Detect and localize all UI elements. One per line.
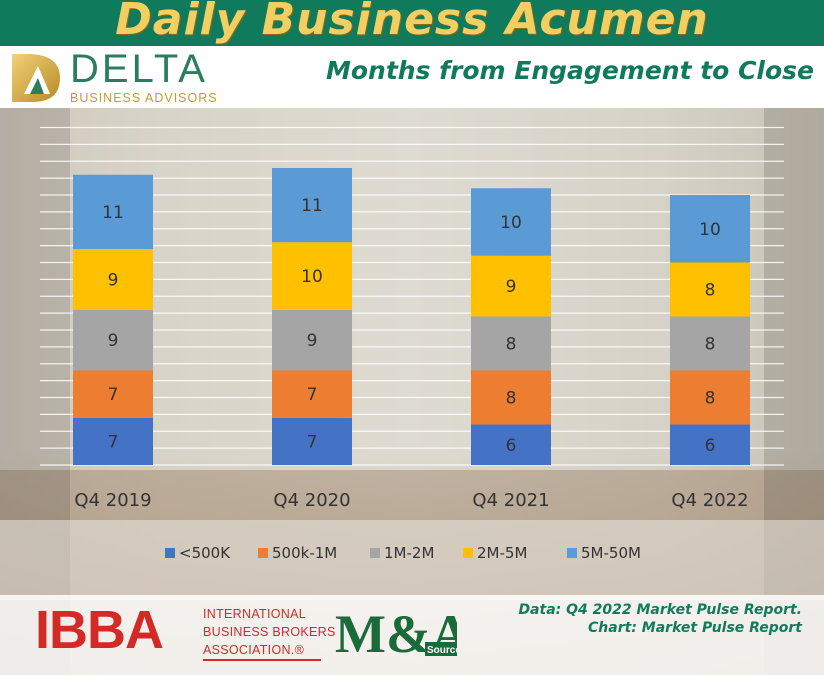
legend-label: 2M-5M [477,544,527,562]
value-labels: 7 7 9 9 11 7 7 9 10 11 6 8 8 9 10 6 8 8 8 10 [102,196,721,456]
source-line-chart: Chart: Market Pulse Report [588,620,802,636]
ma-source-logo: M&A Source [335,604,457,664]
legend-label: <500K [179,544,231,562]
stacked-bar-chart: 7 7 9 9 11 7 7 9 10 11 6 8 8 9 10 6 8 8 8 10 Q4 2019 Q4 2020… [40,126,784,562]
bar-segment [471,188,551,256]
value-label: 10 [699,220,721,240]
ibba-logo-letters: IBBA [35,600,164,660]
bar-segment [272,370,352,418]
legend-label: 1M-2M [384,544,434,562]
bar-segment [73,174,153,249]
value-label: 6 [506,436,517,456]
legend: <500K 500k-1M 1M-2M 2M-5M 5M-50M [165,544,641,562]
bar-segment [670,370,750,425]
bars [73,168,750,465]
value-label: 8 [705,281,716,301]
bar-segment [471,255,551,317]
bar-segment [670,262,750,317]
value-label: 8 [506,389,517,409]
value-label: 8 [705,335,716,355]
value-label: 7 [307,385,318,405]
source-line-data: Data: Q4 2022 Market Pulse Report. [518,602,802,618]
value-label: 8 [705,389,716,409]
legend-swatch [165,548,175,558]
chart-subtitle: Months from Engagement to Close [325,56,814,85]
bar-segment [471,424,551,465]
legend-label: 500k-1M [272,544,337,562]
bar-segment [73,249,153,310]
delta-logo-tagline: BUSINESS ADVISORS [70,91,218,105]
bar-segment [272,242,352,310]
bar-segment [272,168,352,243]
bar-segment [73,370,153,418]
header-bar [0,0,824,46]
footer-panel [0,595,824,675]
value-label: 7 [307,432,318,452]
legend-swatch [370,548,380,558]
value-label: 10 [500,213,522,233]
value-label: 11 [301,196,323,216]
bar-segment [272,417,352,465]
legend-panel [0,520,824,600]
ma-logo-source: Source [427,645,457,656]
bar-segment [471,370,551,425]
value-label: 9 [108,331,119,351]
x-tick-label: Q4 2022 [671,490,748,511]
value-label: 9 [506,277,517,297]
value-label: 9 [307,331,318,351]
ibba-line-2: BUSINESS BROKERS [203,625,336,639]
legend-swatch [258,548,268,558]
bar-segment [670,424,750,465]
ibba-underline [203,659,321,661]
value-label: 10 [301,267,323,287]
bar-segment [272,309,352,371]
bar-segment [73,417,153,465]
bar-segment [73,309,153,371]
value-label: 11 [102,203,124,223]
x-axis-ticks: Q4 2019 Q4 2020 Q4 2021 Q4 2022 [74,490,748,511]
ibba-line-3: ASSOCIATION.® [203,643,305,657]
value-label: 7 [108,432,119,452]
legend-swatch [463,548,473,558]
value-label: 6 [705,436,716,456]
bar-segment [670,195,750,263]
page-title: Daily Business Acumen [115,0,709,45]
x-tick-label: Q4 2021 [472,490,549,511]
legend-swatch [567,548,577,558]
bar-segment [670,316,750,371]
delta-logo-name: DELTA [70,47,208,91]
value-label: 7 [108,385,119,405]
value-label: 8 [506,335,517,355]
subheader-bar [0,46,824,108]
grid-lines [40,126,784,466]
ibba-line-1: INTERNATIONAL [203,607,306,621]
delta-logo-icon [12,54,60,102]
x-tick-label: Q4 2020 [273,490,350,511]
value-label: 9 [108,270,119,290]
x-tick-label: Q4 2019 [74,490,151,511]
bar-segment [471,316,551,371]
legend-label: 5M-50M [581,544,641,562]
